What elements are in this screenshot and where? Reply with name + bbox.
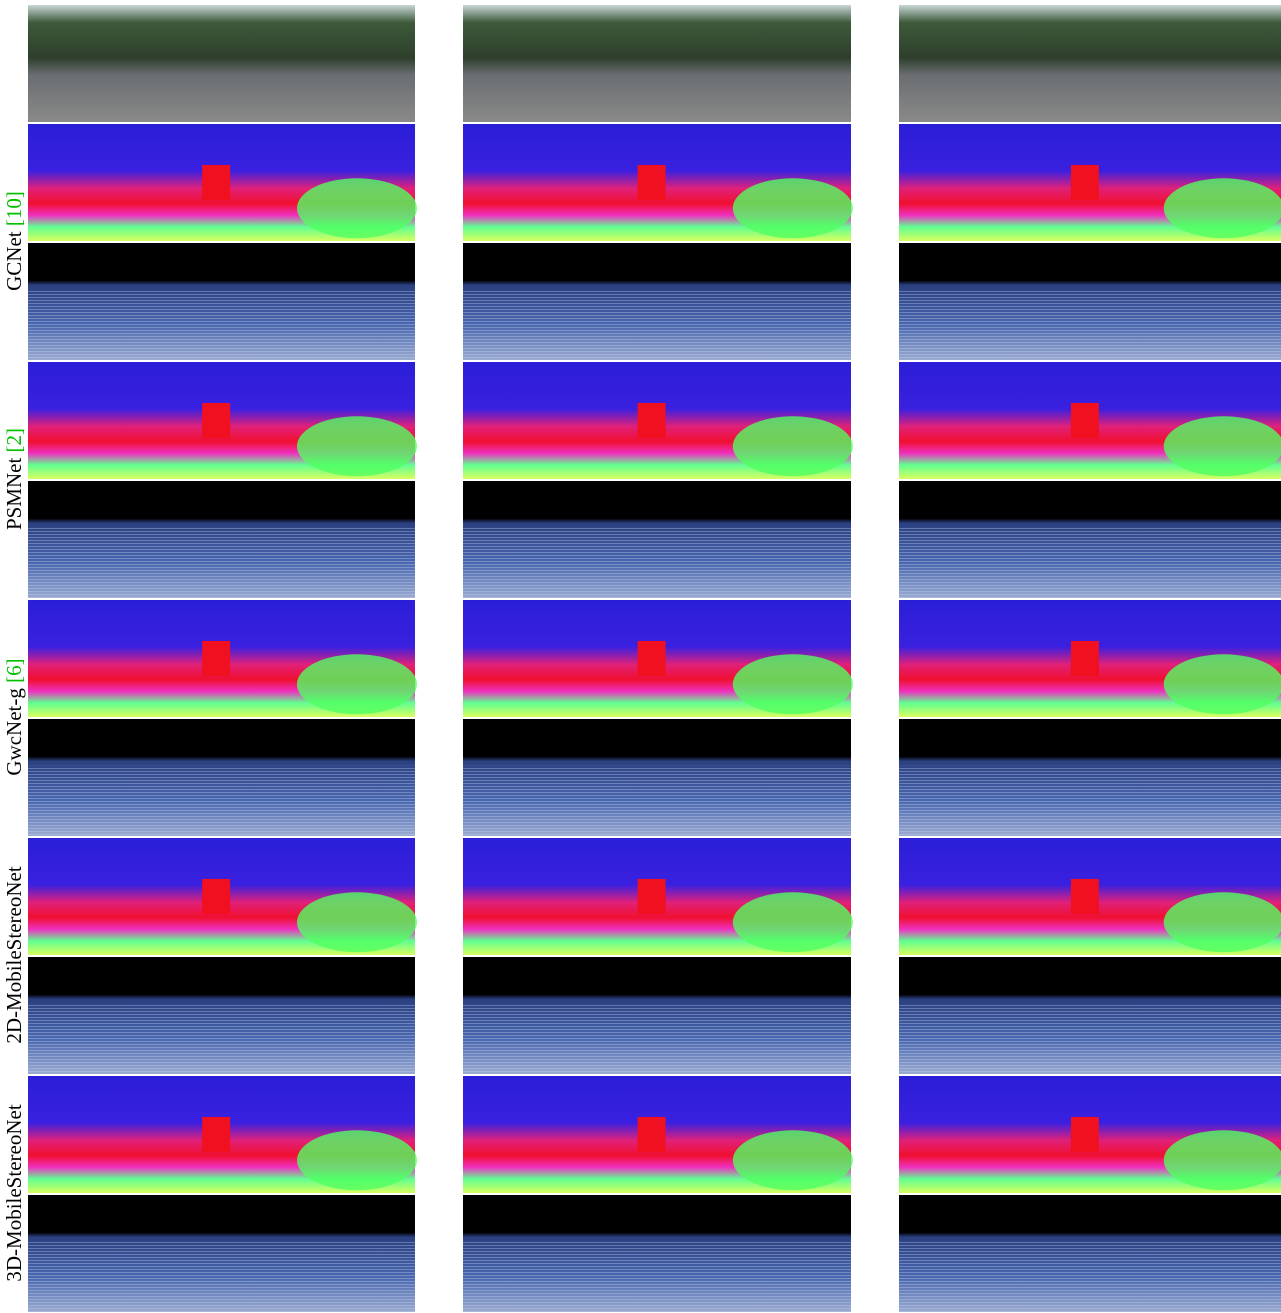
error-texture — [463, 290, 851, 360]
object-shape — [297, 654, 417, 714]
error-texture — [463, 1242, 851, 1312]
object-shape — [638, 165, 666, 200]
object-shape — [733, 654, 853, 714]
method-label: 3D-MobileStereoNet — [2, 1104, 26, 1281]
object-shape — [202, 641, 230, 676]
object-shape — [1164, 416, 1281, 476]
method-label: GCNet [10] — [2, 191, 26, 291]
object-shape — [1071, 403, 1099, 438]
object-shape — [202, 879, 230, 914]
error-texture — [28, 1004, 415, 1074]
error-texture — [463, 766, 851, 836]
object-shape — [297, 892, 417, 952]
object-shape — [1164, 892, 1281, 952]
object-shape — [638, 641, 666, 676]
error-texture — [899, 528, 1281, 598]
error-texture — [28, 528, 415, 598]
object-shape — [202, 403, 230, 438]
photo-panel — [28, 5, 415, 122]
object-shape — [733, 178, 853, 238]
photo-panel — [899, 5, 1281, 122]
object-shape — [733, 416, 853, 476]
method-label: 2D-MobileStereoNet — [2, 866, 26, 1043]
object-shape — [733, 892, 853, 952]
object-shape — [1071, 165, 1099, 200]
object-shape — [1164, 654, 1281, 714]
error-texture — [28, 766, 415, 836]
object-shape — [202, 165, 230, 200]
citation: [10] — [2, 191, 26, 226]
method-name: PSMNet — [2, 458, 26, 531]
method-name: 3D-MobileStereoNet — [2, 1104, 26, 1281]
object-shape — [733, 1130, 853, 1190]
citation: [2] — [2, 428, 26, 453]
method-name: 2D-MobileStereoNet — [2, 866, 26, 1043]
object-shape — [297, 178, 417, 238]
object-shape — [1071, 641, 1099, 676]
object-shape — [1071, 1117, 1099, 1152]
error-texture — [899, 766, 1281, 836]
method-label: PSMNet [2] — [2, 428, 26, 530]
object-shape — [297, 416, 417, 476]
citation: [6] — [2, 658, 26, 683]
figure: GCNet [10] PSMNet [2] GwcNet-g [6] 2D-Mobil… — [0, 0, 1281, 1313]
error-texture — [463, 1004, 851, 1074]
error-texture — [463, 528, 851, 598]
object-shape — [1071, 879, 1099, 914]
object-shape — [1164, 178, 1281, 238]
object-shape — [638, 879, 666, 914]
error-texture — [28, 1242, 415, 1312]
object-shape — [1164, 1130, 1281, 1190]
error-texture — [28, 290, 415, 360]
error-texture — [899, 1242, 1281, 1312]
method-name: GCNet — [2, 231, 26, 291]
object-shape — [297, 1130, 417, 1190]
object-shape — [638, 403, 666, 438]
error-texture — [899, 1004, 1281, 1074]
object-shape — [202, 1117, 230, 1152]
method-label: GwcNet-g [6] — [2, 658, 26, 775]
object-shape — [638, 1117, 666, 1152]
photo-panel — [463, 5, 851, 122]
method-name: GwcNet-g — [2, 688, 26, 776]
error-texture — [899, 290, 1281, 360]
